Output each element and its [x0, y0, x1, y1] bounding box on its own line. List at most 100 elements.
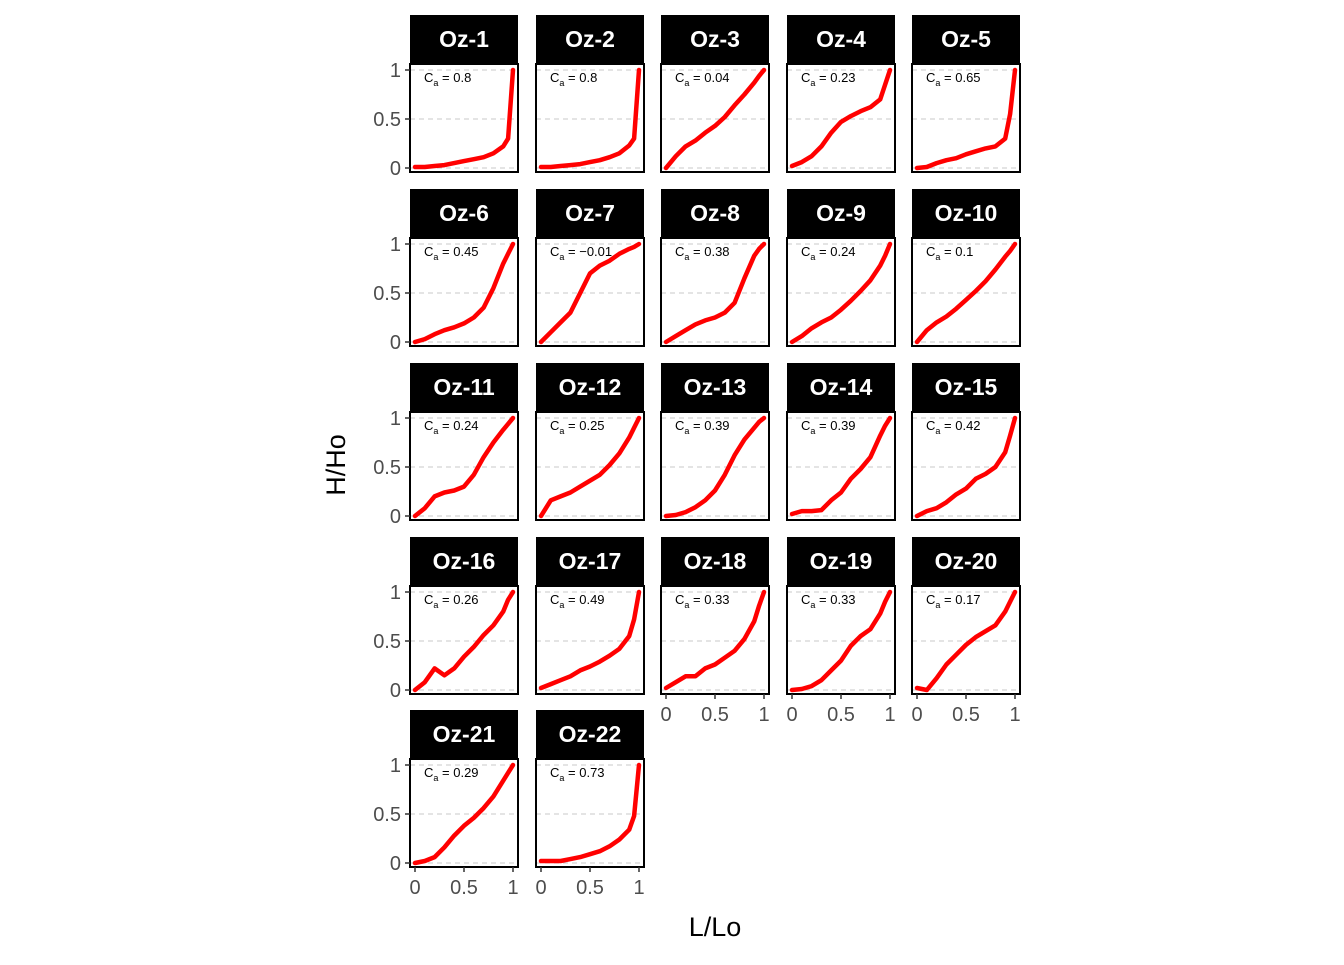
x-tick-label: 1	[884, 704, 895, 726]
facet-strip	[410, 15, 518, 64]
x-tick-label: 1	[758, 704, 769, 726]
panel-border	[535, 411, 645, 521]
ca-value: = 0.65	[940, 70, 980, 85]
facet-panel-oz-13: Oz-13 Ca = 0.39	[660, 363, 770, 521]
ca-annotation: Ca = 0.24	[424, 418, 479, 436]
ca-subscript: a	[810, 252, 815, 262]
ca-symbol: C	[675, 592, 684, 607]
ca-symbol: C	[675, 418, 684, 433]
facet-strip-label: Oz-8	[690, 200, 740, 226]
series-line	[538, 415, 642, 519]
panel-border	[911, 63, 1021, 173]
series-line	[412, 762, 516, 866]
x-tick-label: 1	[507, 877, 518, 899]
facet-strip-label: Oz-6	[439, 200, 489, 226]
panel-background	[536, 412, 644, 520]
x-tick-label: 1	[1009, 704, 1020, 726]
facet-strip-label: Oz-10	[935, 200, 998, 226]
y-tick-label: 0	[390, 332, 401, 354]
ca-symbol: C	[801, 592, 810, 607]
facet-strip-label: Oz-13	[684, 374, 747, 400]
facet-strip	[787, 189, 895, 238]
facet-strip	[787, 15, 895, 64]
series-line	[538, 589, 642, 691]
panel-border	[786, 411, 896, 521]
facet-strip	[912, 15, 1020, 64]
y-tick-label: 0	[390, 680, 401, 702]
x-tick-label: 1	[633, 877, 644, 899]
ca-subscript: a	[559, 773, 564, 783]
ca-value: = 0.24	[438, 418, 478, 433]
ca-subscript: a	[810, 78, 815, 88]
panel-background	[661, 238, 769, 346]
ca-symbol: C	[550, 592, 559, 607]
panel-border	[911, 237, 1021, 347]
ca-value: = 0.25	[564, 418, 604, 433]
ca-subscript: a	[935, 78, 940, 88]
facet-strip-label: Oz-4	[816, 26, 866, 52]
facet-panel-oz-7: Oz-7 Ca = −0.01	[535, 189, 645, 347]
ca-subscript: a	[935, 600, 940, 610]
panel-border	[660, 237, 770, 347]
ca-annotation: Ca = 0.8	[424, 70, 471, 88]
x-tick-label: 0	[786, 704, 797, 726]
series-line	[663, 415, 767, 519]
facet-panel-oz-22: Oz-22 Ca = 0.73 0 0.5 1	[535, 710, 645, 899]
y-tick-label: 1	[390, 60, 401, 82]
ca-symbol: C	[801, 244, 810, 259]
facet-strip-label: Oz-3	[690, 26, 740, 52]
ca-value: = 0.39	[689, 418, 729, 433]
ca-symbol: C	[424, 244, 433, 259]
y-tick-label: 0	[390, 853, 401, 875]
facet-strip	[410, 189, 518, 238]
panel-border	[786, 63, 896, 173]
ca-subscript: a	[559, 78, 564, 88]
y-tick-label: 0.5	[373, 283, 401, 305]
y-tick-label: 1	[390, 582, 401, 604]
ca-value: = 0.23	[815, 70, 855, 85]
facet-strip	[410, 363, 518, 412]
ca-symbol: C	[926, 244, 935, 259]
y-tick-label: 1	[390, 408, 401, 430]
facet-panel-oz-15: Oz-15 Ca = 0.42	[911, 363, 1021, 521]
facet-panel-oz-16: Oz-16 Ca = 0.26 0 0.5 1	[373, 537, 519, 702]
x-tick-label: 0	[535, 877, 546, 899]
ca-subscript: a	[433, 252, 438, 262]
series-line	[412, 241, 516, 345]
series-line	[663, 67, 767, 171]
ca-subscript: a	[684, 78, 689, 88]
ca-annotation: Ca = 0.39	[801, 418, 856, 436]
series-line	[914, 67, 1018, 171]
facet-strip	[912, 363, 1020, 412]
x-tick-label: 0.5	[827, 704, 855, 726]
ca-value: = 0.38	[689, 244, 729, 259]
ca-value: = 0.73	[564, 765, 604, 780]
facet-strip-label: Oz-15	[935, 374, 998, 400]
ca-annotation: Ca = 0.39	[675, 418, 730, 436]
panel-background	[536, 759, 644, 867]
panel-border	[660, 411, 770, 521]
facet-panel-oz-14: Oz-14 Ca = 0.39	[786, 363, 896, 521]
panel-border	[911, 411, 1021, 521]
facet-panel-oz-8: Oz-8 Ca = 0.38	[660, 189, 770, 347]
facet-strip-label: Oz-18	[684, 548, 747, 574]
y-tick-label: 0.5	[373, 457, 401, 479]
ca-value: = 0.45	[438, 244, 478, 259]
ca-annotation: Ca = 0.29	[424, 765, 479, 783]
ca-annotation: Ca = 0.17	[926, 592, 981, 610]
panel-border	[786, 237, 896, 347]
ca-subscript: a	[559, 600, 564, 610]
facet-panel-oz-12: Oz-12 Ca = 0.25	[535, 363, 645, 521]
panel-background	[787, 64, 895, 172]
panel-background	[536, 64, 644, 172]
facet-panel-oz-2: Oz-2 Ca = 0.8	[535, 15, 645, 173]
x-tick-label: 0.5	[450, 877, 478, 899]
facet-panel-oz-6: Oz-6 Ca = 0.45 0 0.5 1	[373, 189, 519, 354]
facet-strip-label: Oz-9	[816, 200, 866, 226]
facet-panel-oz-10: Oz-10 Ca = 0.1	[911, 189, 1021, 347]
facet-strip	[410, 710, 518, 759]
ca-annotation: Ca = 0.8	[550, 70, 597, 88]
y-axis-title: H/Ho	[321, 434, 351, 496]
facet-strip	[536, 189, 644, 238]
